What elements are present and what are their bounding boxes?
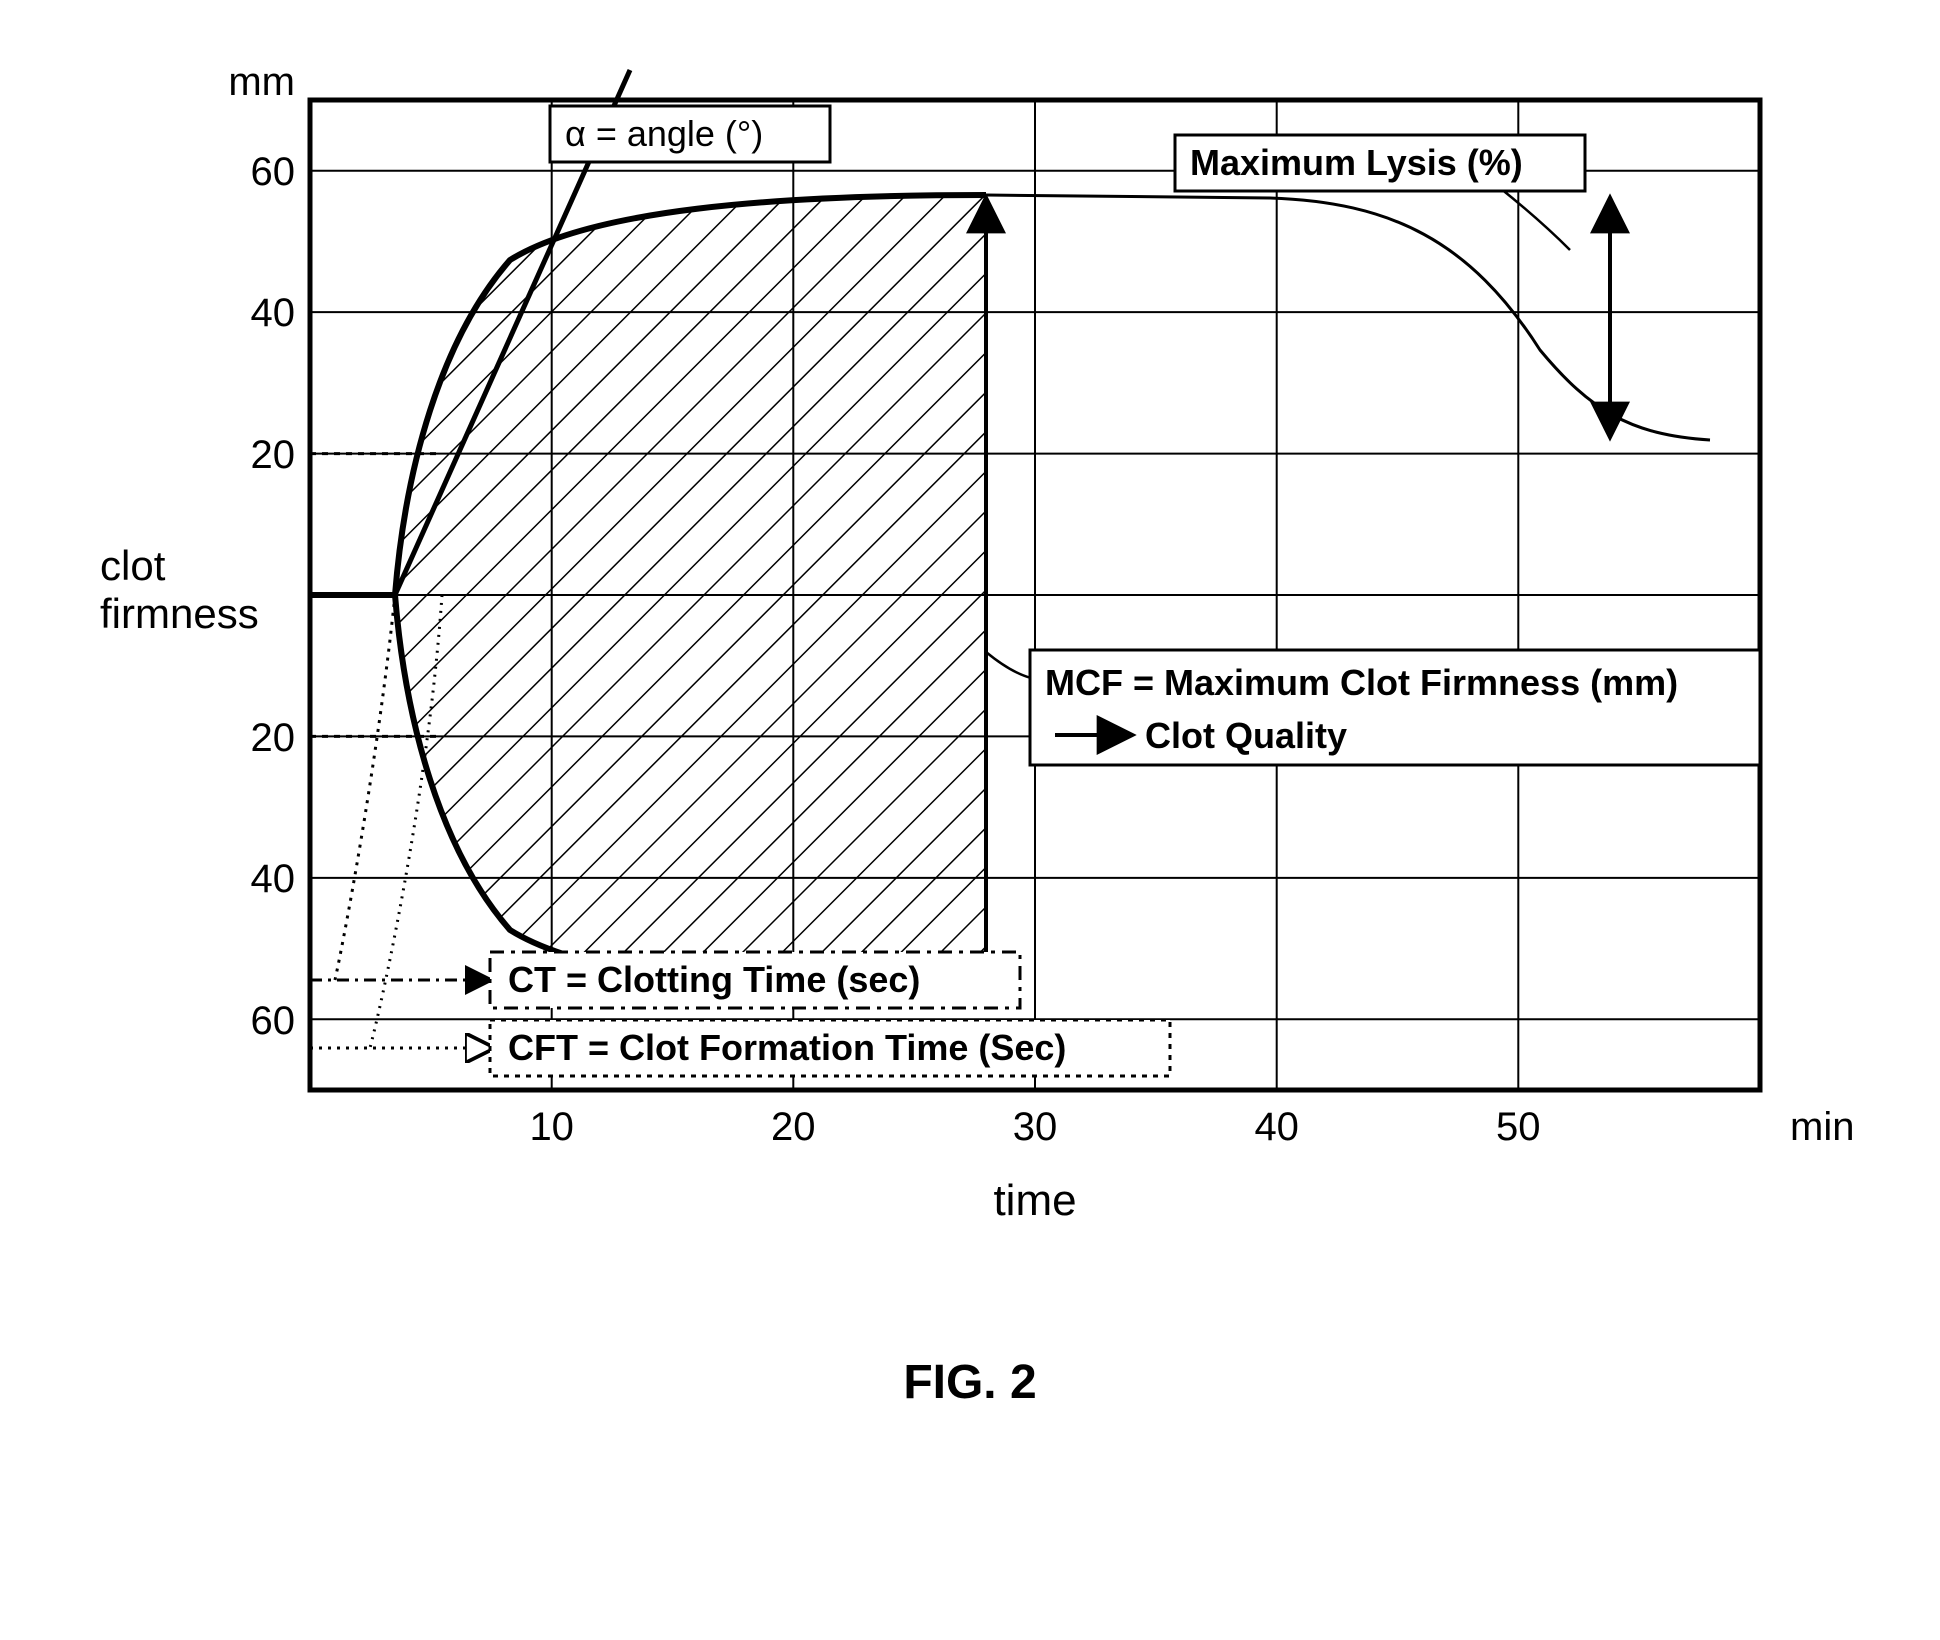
ct-box: CT = Clotting Time (sec) [490, 952, 1020, 1008]
y-axis-label: clot firmness [100, 542, 259, 637]
max-lysis-box: Maximum Lysis (%) [1175, 135, 1585, 191]
svg-text:40: 40 [251, 857, 296, 901]
figure-container: α = angle (°) Maximum Lysis (%) MCF = Ma… [70, 40, 1870, 1410]
alpha-label-box: α = angle (°) [550, 106, 830, 162]
mcf-line2-text: Clot Quality [1145, 715, 1347, 756]
ct-text: CT = Clotting Time (sec) [508, 959, 920, 1000]
svg-text:60: 60 [251, 999, 296, 1043]
clot-region [395, 195, 986, 995]
teg-diagram-svg: α = angle (°) Maximum Lysis (%) MCF = Ma… [70, 40, 1870, 1290]
mcf-line1-text: MCF = Maximum Clot Firmness (mm) [1045, 662, 1678, 703]
svg-text:20: 20 [771, 1105, 816, 1149]
alpha-label-text: α = angle (°) [565, 113, 763, 154]
cft-box: CFT = Clot Formation Time (Sec) [490, 1020, 1170, 1076]
x-tick-labels: 10 20 30 40 50 [529, 1105, 1540, 1149]
figure-caption: FIG. 2 [70, 1355, 1870, 1410]
cft-text: CFT = Clot Formation Time (Sec) [508, 1027, 1066, 1068]
svg-text:50: 50 [1496, 1105, 1541, 1149]
svg-text:40: 40 [251, 291, 296, 335]
y-unit-label: mm [228, 60, 295, 104]
svg-text:10: 10 [529, 1105, 574, 1149]
svg-text:60: 60 [251, 150, 296, 194]
mcf-box: MCF = Maximum Clot Firmness (mm) Clot Qu… [1030, 650, 1760, 765]
x-axis-label: time [993, 1176, 1076, 1225]
max-lysis-text: Maximum Lysis (%) [1190, 142, 1523, 183]
svg-text:40: 40 [1254, 1105, 1299, 1149]
svg-text:30: 30 [1013, 1105, 1058, 1149]
svg-text:20: 20 [251, 716, 296, 760]
x-unit-label: min [1790, 1105, 1854, 1149]
svg-text:20: 20 [251, 433, 296, 477]
